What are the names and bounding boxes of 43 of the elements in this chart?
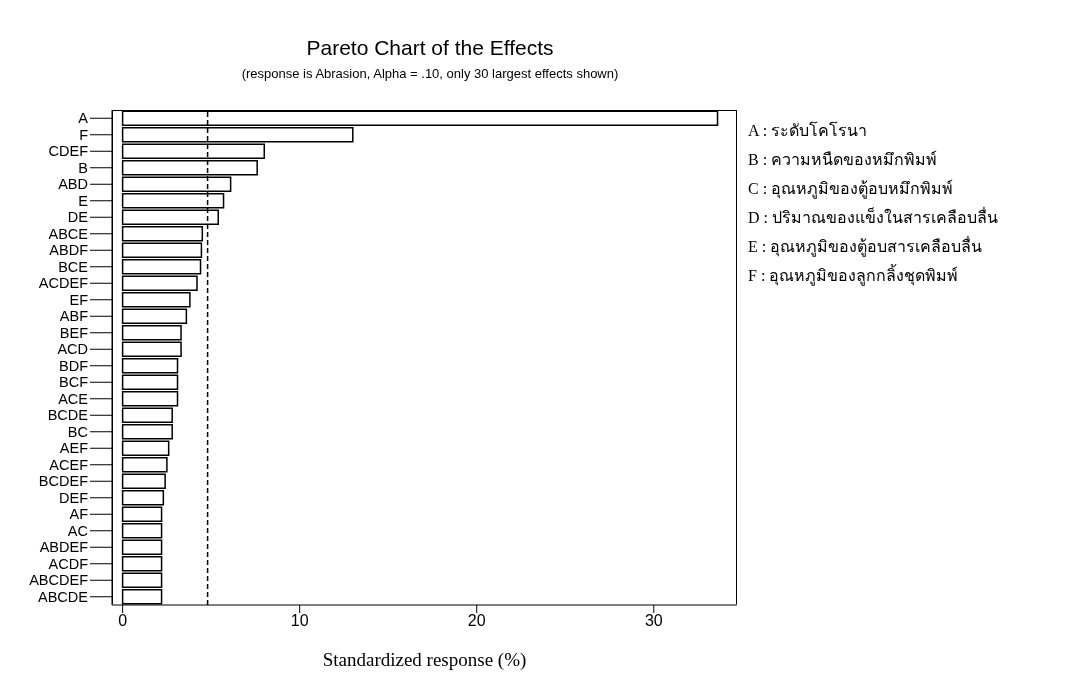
y-tick-label: BCF — [59, 374, 89, 391]
y-tick-label: BCDEF — [38, 473, 89, 490]
text: D : ปริมาณของแข็งในสารเคลือบลื่น — [748, 206, 998, 228]
y-tick-label: ABDF — [49, 242, 89, 259]
y-tick-label: DEF — [59, 489, 89, 506]
y-tick-label: ACE — [58, 390, 89, 407]
y-tick-label: AF — [69, 506, 89, 523]
y-tick-label: ABD — [58, 176, 88, 193]
y-tick-label: BCDE — [47, 407, 89, 424]
y-tick-label: B — [78, 159, 88, 176]
y-tick-label: BCE — [58, 258, 89, 275]
y-tick-label: ACD — [57, 341, 88, 358]
chart-title: Pareto Chart of the Effects — [305, 36, 555, 60]
y-tick-label: ABF — [59, 308, 89, 325]
y-tick-label: ACEF — [49, 456, 89, 473]
chart-subtitle: (response is Abrasion, Alpha = .10, only 30 largest effects shown) — [240, 66, 620, 81]
text: E : อุณหภูมิของตู้อบสารเคลือบลื่น — [748, 235, 984, 259]
y-tick-label: CDEF — [48, 143, 89, 160]
x-axis-title: Standardized response (%) — [322, 649, 527, 671]
y-tick-label: AEF — [59, 440, 89, 457]
y-tick-label: DE — [67, 209, 89, 226]
y-tick-label: EF — [69, 291, 89, 308]
text: F : อุณหภูมิของลูกกลิ้งชุดพิมพ์ — [748, 263, 960, 288]
y-tick-label: ABCDEF — [29, 572, 89, 589]
x-tick-label: 10 — [290, 612, 309, 630]
y-tick-label: BC — [67, 423, 88, 440]
x-tick-label: 20 — [467, 612, 486, 630]
y-tick-label: ACDF — [48, 555, 89, 572]
y-tick-label: ABCE — [48, 225, 89, 242]
text: A : ระดับโคโรนา — [748, 120, 869, 141]
y-tick-label: BDF — [59, 357, 89, 374]
y-tick-label: ABDEF — [39, 539, 89, 556]
y-tick-label: ACDEF — [38, 275, 89, 292]
x-tick-label: 30 — [644, 612, 663, 630]
y-tick-label: ABCDE — [38, 588, 89, 605]
text: C : อุณหภูมิของตู้อบหมึกพิมพ์ — [748, 178, 955, 201]
text: B : ความหนืดของหมึกพิมพ์ — [748, 149, 939, 170]
y-tick-label: AC — [67, 522, 88, 539]
y-tick-label: E — [78, 192, 89, 209]
x-tick-label: 0 — [118, 612, 128, 630]
y-tick-label: F — [79, 126, 89, 143]
y-tick-label: BEF — [59, 324, 89, 341]
y-tick-label: A — [78, 110, 89, 127]
